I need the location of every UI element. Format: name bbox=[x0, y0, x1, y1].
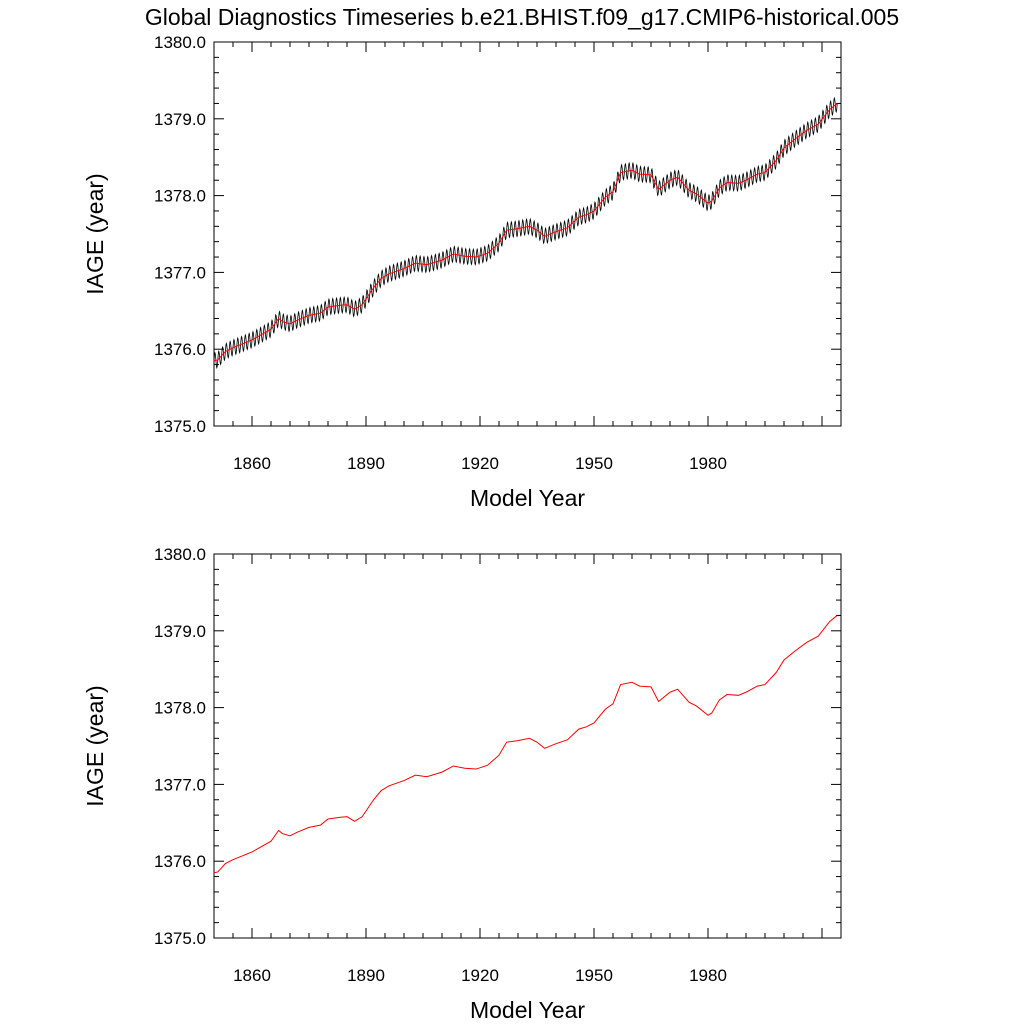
bottom-panel: 1375.0 1376.0 1377.0 1378.0 1379.0 1380.0 1860… bbox=[82, 545, 842, 1023]
top-x-tick-label: 1860 bbox=[233, 454, 271, 473]
bottom-y-tick-label: 1378.0 bbox=[154, 699, 206, 718]
top-panel: 1375.0 1376.0 1377.0 1378.0 1379.0 1380.0 1860… bbox=[82, 33, 842, 511]
bottom-y-tick-label: 1375.0 bbox=[154, 929, 206, 948]
bottom-x-tick-label: 1950 bbox=[575, 966, 613, 985]
top-x-tick-label: 1920 bbox=[461, 454, 499, 473]
figure-title: Global Diagnostics Timeseries b.e21.BHIS… bbox=[145, 4, 899, 30]
top-y-tick-label: 1377.0 bbox=[154, 263, 206, 282]
bottom-y-tick-label: 1376.0 bbox=[154, 852, 206, 871]
top-y-tick-label: 1375.0 bbox=[154, 417, 206, 436]
bottom-x-tick-label: 1860 bbox=[233, 966, 271, 985]
top-x-tick-label: 1950 bbox=[575, 454, 613, 473]
top-series-monthly-line bbox=[214, 96, 838, 370]
top-y-axis-title: IAGE (year) bbox=[82, 173, 108, 294]
top-x-tick-label: 1890 bbox=[347, 454, 385, 473]
bottom-y-tick-label: 1380.0 bbox=[154, 545, 206, 564]
top-y-tick-label: 1380.0 bbox=[154, 33, 206, 52]
top-y-tick-label: 1379.0 bbox=[154, 110, 206, 129]
top-x-axis-title: Model Year bbox=[470, 485, 585, 511]
bottom-x-tick-label: 1920 bbox=[461, 966, 499, 985]
bottom-series-annual-line bbox=[214, 615, 838, 874]
top-ticks bbox=[213, 41, 842, 427]
top-y-tick-label: 1376.0 bbox=[154, 340, 206, 359]
bottom-y-axis-title: IAGE (year) bbox=[82, 685, 108, 806]
bottom-x-tick-label: 1890 bbox=[347, 966, 385, 985]
bottom-plot-frame bbox=[213, 553, 842, 939]
top-series-annual-line bbox=[214, 103, 838, 362]
top-x-tick-label: 1980 bbox=[689, 454, 727, 473]
top-plot-frame bbox=[213, 41, 842, 427]
top-y-tick-label: 1378.0 bbox=[154, 187, 206, 206]
bottom-y-tick-label: 1377.0 bbox=[154, 775, 206, 794]
bottom-x-tick-label: 1980 bbox=[689, 966, 727, 985]
bottom-y-tick-label: 1379.0 bbox=[154, 622, 206, 641]
bottom-x-axis-title: Model Year bbox=[470, 997, 585, 1023]
bottom-ticks bbox=[213, 553, 842, 939]
